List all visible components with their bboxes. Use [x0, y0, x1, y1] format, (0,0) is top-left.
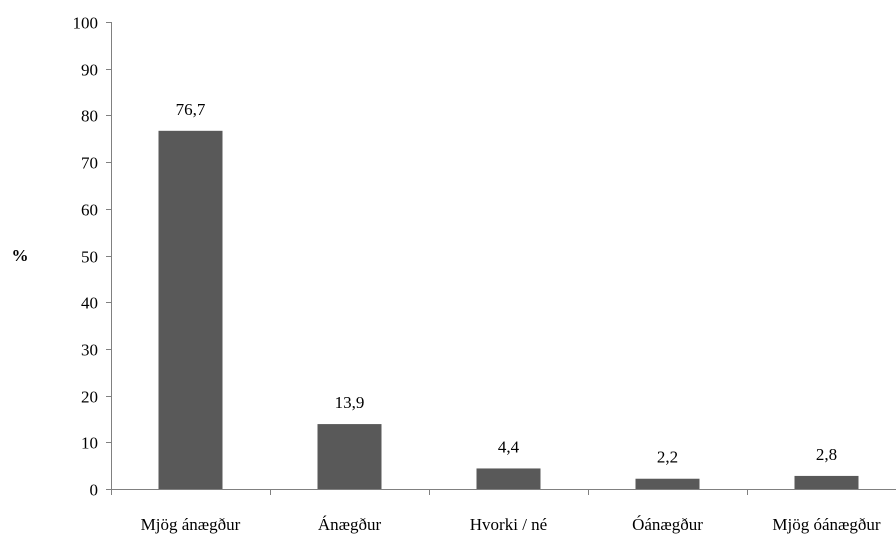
- data-label: 4,4: [498, 437, 520, 456]
- bar: [636, 479, 700, 489]
- bar: [159, 131, 223, 489]
- bars: [159, 131, 859, 489]
- data-label: 13,9: [335, 393, 365, 412]
- x-tick-label: Mjög óánægður: [772, 515, 880, 534]
- data-labels: 76,7 13,9 4,4 2,2 2,8: [176, 100, 838, 467]
- y-tick-label: 30: [81, 341, 98, 360]
- y-tick-label: 60: [81, 201, 98, 220]
- data-label: 2,2: [657, 448, 678, 467]
- x-axis: Mjög ánægður Ánægður Hvorki / né Óánægður Mj…: [111, 489, 896, 534]
- bar: [318, 424, 382, 489]
- y-tick-label: 50: [81, 248, 98, 267]
- y-tick-label: 10: [81, 434, 98, 453]
- bar: [477, 468, 541, 489]
- y-tick-label: 100: [73, 14, 99, 33]
- x-tick-label: Hvorki / né: [470, 515, 547, 534]
- x-tick-label: Ánægður: [318, 515, 382, 534]
- data-label: 76,7: [176, 100, 206, 119]
- x-tick-label: Óánægður: [632, 515, 703, 534]
- x-tick-label: Mjög ánægður: [141, 515, 241, 534]
- y-tick-label: 20: [81, 388, 98, 407]
- y-axis-label: %: [12, 246, 29, 265]
- y-tick-label: 70: [81, 154, 98, 173]
- y-tick-label: 90: [81, 61, 98, 80]
- y-tick-label: 40: [81, 294, 98, 313]
- y-tick-label: 80: [81, 107, 98, 126]
- data-label: 2,8: [816, 445, 837, 464]
- bar: [795, 476, 859, 489]
- y-axis: 0 10 20 30 40 50 60 70 80 90 100: [73, 14, 113, 500]
- y-tick-label: 0: [90, 481, 99, 500]
